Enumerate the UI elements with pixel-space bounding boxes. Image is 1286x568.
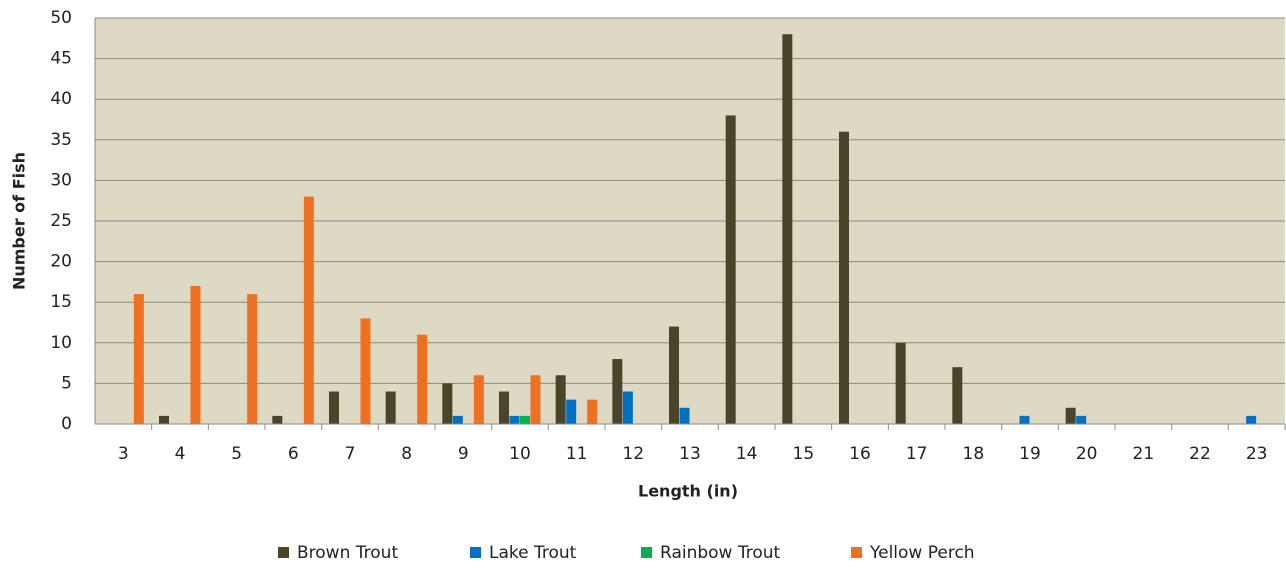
bar — [473, 375, 484, 424]
bar — [679, 407, 690, 424]
bar — [520, 415, 530, 424]
bar — [622, 391, 633, 424]
x-tick-label: 5 — [231, 444, 242, 464]
y-tick-label: 10 — [50, 333, 72, 353]
bar — [782, 34, 793, 425]
x-tick-label: 6 — [288, 444, 299, 464]
bar — [329, 391, 339, 424]
x-tick-label: 19 — [1019, 444, 1041, 464]
y-tick-label: 5 — [61, 373, 72, 393]
bar — [442, 383, 453, 424]
bar — [247, 294, 258, 424]
bar — [555, 375, 566, 424]
legend-swatch — [470, 547, 481, 558]
legend-label: Lake Trout — [489, 543, 577, 563]
x-tick-label: 13 — [679, 444, 701, 464]
y-tick-label: 40 — [50, 89, 72, 109]
bar — [1246, 415, 1257, 424]
x-tick-label: 14 — [736, 444, 758, 464]
y-tick-label: 50 — [50, 8, 72, 28]
x-tick-label: 23 — [1246, 444, 1268, 464]
x-tick-label: 9 — [458, 444, 469, 464]
x-tick-label: 11 — [566, 444, 588, 464]
bar — [509, 415, 520, 424]
legend-swatch — [278, 547, 289, 558]
bar — [190, 285, 201, 424]
bar — [669, 326, 679, 424]
legend-swatch — [851, 547, 862, 558]
x-axis-title: Length (in) — [638, 482, 738, 501]
bar — [895, 342, 906, 424]
x-tick-label: 21 — [1133, 444, 1155, 464]
bar — [952, 367, 963, 424]
bar — [452, 415, 463, 424]
x-tick-label: 4 — [175, 444, 186, 464]
bar — [587, 399, 598, 424]
bar — [1019, 415, 1030, 424]
bar — [303, 196, 314, 424]
legend-label: Rainbow Trout — [660, 543, 781, 563]
x-tick-label: 18 — [963, 444, 985, 464]
y-tick-label: 45 — [50, 49, 72, 69]
y-tick-label: 35 — [50, 130, 72, 150]
bar — [159, 415, 169, 424]
y-tick-label: 0 — [61, 414, 72, 434]
legend-label: Brown Trout — [297, 543, 398, 563]
x-tick-label: 17 — [906, 444, 928, 464]
bar — [417, 334, 428, 424]
y-tick-label: 15 — [50, 292, 72, 312]
bar — [612, 359, 623, 424]
y-axis-title: Number of Fish — [10, 152, 29, 290]
bar — [1076, 415, 1087, 424]
bar — [839, 131, 849, 424]
x-tick-label: 7 — [345, 444, 356, 464]
y-tick-label: 30 — [50, 170, 72, 190]
x-tick-label: 12 — [623, 444, 645, 464]
bar — [272, 415, 283, 424]
bar — [530, 375, 541, 424]
x-tick-label: 15 — [793, 444, 815, 464]
x-tick-label: 10 — [509, 444, 531, 464]
bar — [725, 115, 736, 424]
legend-label: Yellow Perch — [869, 543, 975, 563]
x-tick-label: 16 — [849, 444, 871, 464]
bar — [133, 294, 144, 424]
y-tick-label: 20 — [50, 252, 72, 272]
bar — [385, 391, 396, 424]
x-tick-label: 3 — [118, 444, 129, 464]
x-tick-label: 8 — [401, 444, 412, 464]
legend-swatch — [641, 547, 652, 558]
bar — [499, 391, 509, 424]
x-tick-label: 20 — [1076, 444, 1098, 464]
bar — [1065, 407, 1076, 424]
y-tick-label: 25 — [50, 211, 72, 231]
bar — [566, 399, 577, 424]
x-tick-label: 22 — [1189, 444, 1211, 464]
bar — [360, 318, 371, 424]
